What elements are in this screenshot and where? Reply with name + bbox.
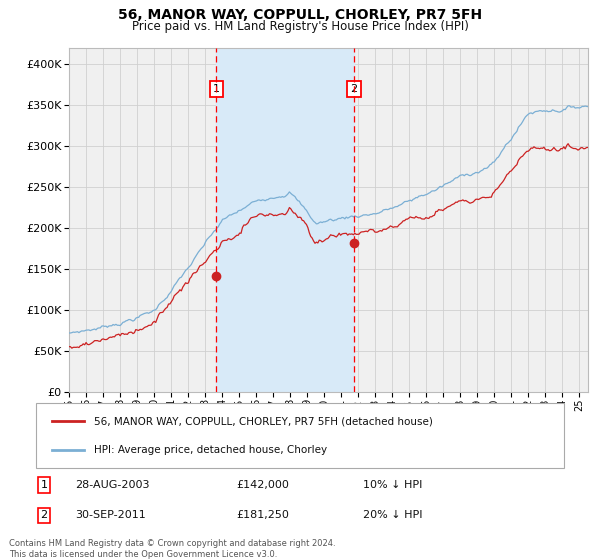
Text: 1: 1 <box>40 480 47 490</box>
Text: 28-AUG-2003: 28-AUG-2003 <box>76 480 150 490</box>
Text: 10% ↓ HPI: 10% ↓ HPI <box>364 480 423 490</box>
Text: 2: 2 <box>350 84 358 94</box>
Text: 56, MANOR WAY, COPPULL, CHORLEY, PR7 5FH: 56, MANOR WAY, COPPULL, CHORLEY, PR7 5FH <box>118 8 482 22</box>
Text: 56, MANOR WAY, COPPULL, CHORLEY, PR7 5FH (detached house): 56, MANOR WAY, COPPULL, CHORLEY, PR7 5FH… <box>94 416 433 426</box>
Text: Contains HM Land Registry data © Crown copyright and database right 2024.
This d: Contains HM Land Registry data © Crown c… <box>9 539 335 559</box>
Text: 20% ↓ HPI: 20% ↓ HPI <box>364 510 423 520</box>
FancyBboxPatch shape <box>36 403 564 468</box>
Text: 1: 1 <box>213 84 220 94</box>
Text: 2: 2 <box>40 510 47 520</box>
Text: HPI: Average price, detached house, Chorley: HPI: Average price, detached house, Chor… <box>94 445 327 455</box>
Text: Price paid vs. HM Land Registry's House Price Index (HPI): Price paid vs. HM Land Registry's House … <box>131 20 469 32</box>
Text: £142,000: £142,000 <box>236 480 290 490</box>
Text: 30-SEP-2011: 30-SEP-2011 <box>76 510 146 520</box>
Bar <box>217 48 354 392</box>
Text: £181,250: £181,250 <box>236 510 290 520</box>
